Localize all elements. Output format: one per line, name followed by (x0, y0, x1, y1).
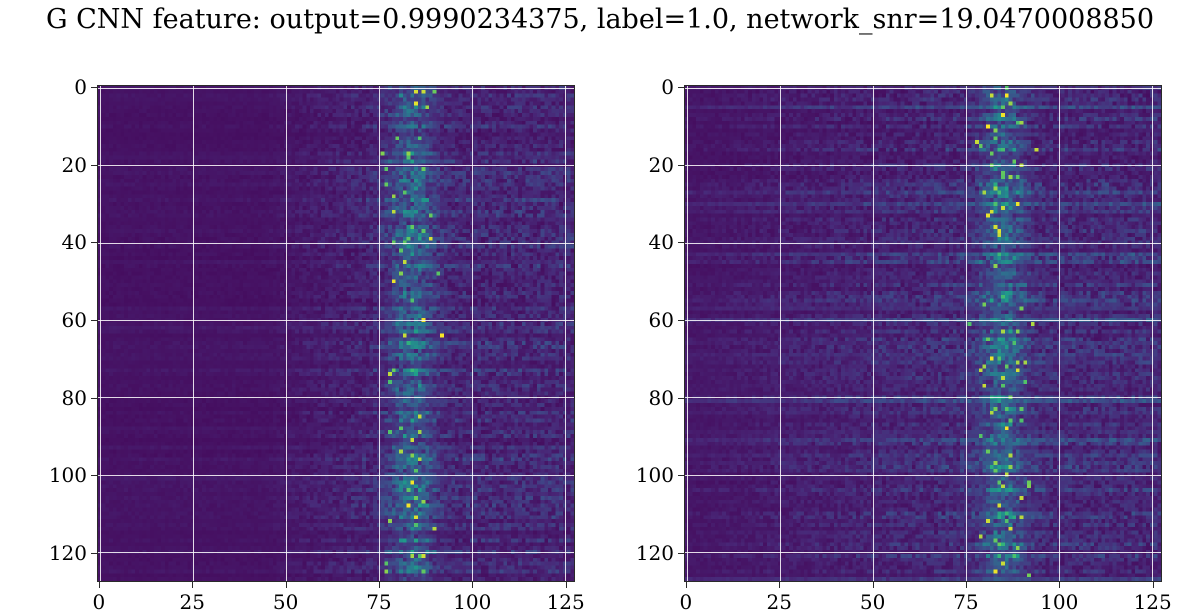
y-tick-label: 40 (61, 230, 87, 255)
y-tick-mark (678, 319, 684, 321)
x-tick-mark (285, 582, 287, 588)
y-tick-mark (91, 164, 97, 166)
x-tick-label: 100 (1040, 590, 1079, 614)
x-tick-label: 0 (92, 590, 106, 614)
y-tick-mark (91, 319, 97, 321)
y-tick-mark (678, 475, 684, 477)
y-tick-mark (678, 242, 684, 244)
x-tick-mark (685, 582, 687, 588)
x-tick-label: 75 (953, 590, 979, 614)
y-tick-mark (678, 164, 684, 166)
plot-area-left (97, 85, 575, 582)
heatmap-subplot-left: 0 25 50 75 100 125 0 20 40 60 80 100 120 (49, 77, 585, 612)
y-tick-label: 100 (635, 463, 674, 488)
y-tick-mark (91, 475, 97, 477)
x-tick-label: 125 (546, 590, 585, 614)
y-tick-label: 100 (48, 463, 87, 488)
x-tick-label: 50 (859, 590, 886, 614)
x-tick-mark (1059, 582, 1061, 588)
y-tick-mark (678, 397, 684, 399)
y-tick-label: 0 (74, 74, 87, 99)
y-tick-label: 120 (48, 540, 87, 565)
x-tick-mark (378, 582, 380, 588)
x-tick-mark (965, 582, 967, 588)
x-tick-mark (1152, 582, 1154, 588)
x-tick-label: 50 (272, 590, 299, 614)
y-tick-label: 20 (648, 152, 674, 177)
y-tick-label: 80 (61, 385, 87, 410)
plot-area-right (684, 85, 1162, 582)
x-tick-mark (779, 582, 781, 588)
figure: G CNN feature: output=0.9990234375, labe… (45, 4, 1172, 612)
y-tick-label: 0 (661, 74, 674, 99)
figure-title: G CNN feature: output=0.9990234375, labe… (45, 4, 1155, 35)
y-tick-label: 60 (61, 307, 87, 332)
y-tick-mark (91, 397, 97, 399)
x-tick-mark (872, 582, 874, 588)
x-tick-label: 100 (453, 590, 492, 614)
y-tick-label: 20 (61, 152, 87, 177)
x-tick-label: 0 (679, 590, 693, 614)
y-tick-label: 60 (648, 307, 674, 332)
heatmap-subplot-right: 0 25 50 75 100 125 0 20 40 60 80 100 120 (636, 77, 1172, 612)
y-tick-label: 40 (648, 230, 674, 255)
y-tick-mark (91, 86, 97, 88)
y-tick-mark (91, 552, 97, 554)
heatmap-canvas-right (685, 86, 1161, 581)
y-tick-mark (678, 86, 684, 88)
x-tick-label: 25 (179, 590, 205, 614)
x-tick-mark (98, 582, 100, 588)
x-tick-label: 25 (766, 590, 792, 614)
x-tick-label: 75 (366, 590, 392, 614)
x-tick-label: 125 (1133, 590, 1172, 614)
x-tick-mark (565, 582, 567, 588)
y-tick-mark (91, 242, 97, 244)
x-tick-mark (192, 582, 194, 588)
y-tick-label: 80 (648, 385, 674, 410)
heatmap-canvas-left (98, 86, 574, 581)
y-tick-label: 120 (635, 540, 674, 565)
y-tick-mark (678, 552, 684, 554)
x-tick-mark (472, 582, 474, 588)
